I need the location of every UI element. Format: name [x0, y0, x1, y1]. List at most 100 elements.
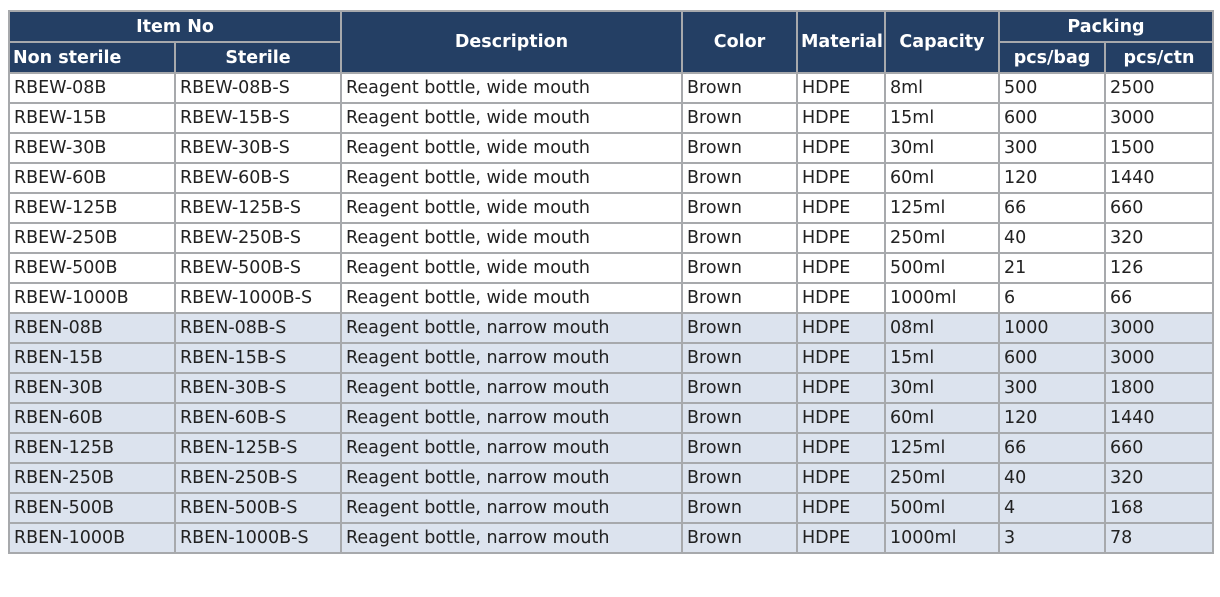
item-sterile-cell: RBEW-15B-S [174, 102, 342, 134]
item-non-sterile-cell: RBEW-250B [8, 222, 176, 254]
color-cell: Brown [681, 402, 798, 434]
material-cell: HDPE [796, 192, 886, 224]
material-cell: HDPE [796, 282, 886, 314]
pcs-ctn-cell: 168 [1103, 492, 1215, 524]
item-non-sterile-cell: RBEW-125B [8, 192, 176, 224]
table-row: RBEW-60B RBEW-60B-S Reagent bottle, wide m… [8, 162, 1215, 194]
capacity-cell: 30ml [884, 372, 1000, 404]
capacity-cell: 250ml [884, 222, 1000, 254]
pcs-ctn-cell: 660 [1103, 192, 1215, 224]
capacity-cell: 8ml [884, 72, 1000, 104]
item-sterile-cell: RBEN-250B-S [174, 462, 342, 494]
pcs-bag-cell: 1000 [998, 312, 1106, 344]
color-cell: Brown [681, 432, 798, 464]
description-cell: Reagent bottle, wide mouth [340, 252, 683, 284]
table-row: RBEN-1000B RBEN-1000B-S Reagent bottle, na… [8, 522, 1215, 554]
material-cell: HDPE [796, 492, 886, 524]
pcs-bag-cell: 6 [998, 282, 1106, 314]
header-material: Material [796, 10, 886, 74]
description-cell: Reagent bottle, narrow mouth [340, 372, 683, 404]
pcs-ctn-cell: 320 [1103, 222, 1215, 254]
description-cell: Reagent bottle, wide mouth [340, 162, 683, 194]
pcs-ctn-cell: 126 [1103, 252, 1215, 284]
description-cell: Reagent bottle, narrow mouth [340, 492, 683, 524]
item-sterile-cell: RBEW-30B-S [174, 132, 342, 164]
capacity-cell: 30ml [884, 132, 1000, 164]
color-cell: Brown [681, 342, 798, 374]
table-row: RBEN-250B RBEN-250B-S Reagent bottle, narr… [8, 462, 1215, 494]
description-cell: Reagent bottle, narrow mouth [340, 462, 683, 494]
color-cell: Brown [681, 492, 798, 524]
item-non-sterile-cell: RBEN-60B [8, 402, 176, 434]
item-non-sterile-cell: RBEN-125B [8, 432, 176, 464]
header-sterile: Sterile [174, 41, 342, 74]
table-row: RBEW-500B RBEW-500B-S Reagent bottle, wide… [8, 252, 1215, 284]
table-row: RBEW-1000B RBEW-1000B-S Reagent bottle, wi… [8, 282, 1215, 314]
capacity-cell: 1000ml [884, 522, 1000, 554]
description-cell: Reagent bottle, wide mouth [340, 192, 683, 224]
item-sterile-cell: RBEN-08B-S [174, 312, 342, 344]
pcs-ctn-cell: 66 [1103, 282, 1215, 314]
pcs-ctn-cell: 3000 [1103, 102, 1215, 134]
pcs-ctn-cell: 1440 [1103, 402, 1215, 434]
capacity-cell: 60ml [884, 402, 1000, 434]
header-packing: Packing [997, 10, 1215, 43]
description-cell: Reagent bottle, narrow mouth [340, 342, 683, 374]
material-cell: HDPE [796, 342, 886, 374]
table-row: RBEW-30B RBEW-30B-S Reagent bottle, wide m… [8, 132, 1215, 164]
material-cell: HDPE [796, 312, 886, 344]
color-cell: Brown [681, 222, 798, 254]
item-sterile-cell: RBEN-1000B-S [174, 522, 342, 554]
item-sterile-cell: RBEW-500B-S [174, 252, 342, 284]
table-row: RBEN-60B RBEN-60B-S Reagent bottle, narrow… [8, 402, 1215, 434]
table-row: RBEW-08B RBEW-08B-S Reagent bottle, wide m… [8, 72, 1215, 104]
pcs-ctn-cell: 1500 [1103, 132, 1215, 164]
item-non-sterile-cell: RBEW-1000B [8, 282, 176, 314]
color-cell: Brown [681, 462, 798, 494]
item-non-sterile-cell: RBEN-08B [8, 312, 176, 344]
pcs-bag-cell: 21 [998, 252, 1106, 284]
pcs-ctn-cell: 3000 [1103, 342, 1215, 374]
pcs-bag-cell: 40 [998, 222, 1106, 254]
pcs-ctn-cell: 3000 [1103, 312, 1215, 344]
item-sterile-cell: RBEW-125B-S [174, 192, 342, 224]
material-cell: HDPE [796, 222, 886, 254]
color-cell: Brown [681, 192, 798, 224]
color-cell: Brown [681, 282, 798, 314]
header-pcs-bag: pcs/bag [998, 41, 1106, 74]
pcs-bag-cell: 120 [998, 402, 1106, 434]
pcs-bag-cell: 300 [998, 372, 1106, 404]
table-row: RBEW-15B RBEW-15B-S Reagent bottle, wide m… [8, 102, 1215, 134]
color-cell: Brown [681, 312, 798, 344]
color-cell: Brown [681, 162, 798, 194]
header-row-bottom: Non sterile Sterile pcs/bag pcs/ctn [8, 41, 1215, 74]
description-cell: Reagent bottle, narrow mouth [340, 312, 683, 344]
description-cell: Reagent bottle, wide mouth [340, 72, 683, 104]
item-non-sterile-cell: RBEW-30B [8, 132, 176, 164]
capacity-cell: 500ml [884, 492, 1000, 524]
item-sterile-cell: RBEN-15B-S [174, 342, 342, 374]
material-cell: HDPE [796, 402, 886, 434]
table-row: RBEN-125B RBEN-125B-S Reagent bottle, narr… [8, 432, 1215, 464]
pcs-bag-cell: 500 [998, 72, 1106, 104]
capacity-cell: 125ml [884, 432, 1000, 464]
pcs-bag-cell: 600 [998, 102, 1106, 134]
capacity-cell: 15ml [884, 102, 1000, 134]
item-non-sterile-cell: RBEW-60B [8, 162, 176, 194]
table-row: RBEN-30B RBEN-30B-S Reagent bottle, narrow… [8, 372, 1215, 404]
capacity-cell: 125ml [884, 192, 1000, 224]
pcs-ctn-cell: 2500 [1103, 72, 1215, 104]
table-row: RBEW-125B RBEW-125B-S Reagent bottle, wide… [8, 192, 1215, 224]
pcs-bag-cell: 300 [998, 132, 1106, 164]
table-header: Item No Description Color Material Capac… [8, 10, 1215, 74]
pcs-bag-cell: 120 [998, 162, 1106, 194]
table-row: RBEN-500B RBEN-500B-S Reagent bottle, narr… [8, 492, 1215, 524]
item-sterile-cell: RBEW-1000B-S [174, 282, 342, 314]
material-cell: HDPE [796, 252, 886, 284]
item-sterile-cell: RBEN-125B-S [174, 432, 342, 464]
capacity-cell: 15ml [884, 342, 1000, 374]
color-cell: Brown [681, 522, 798, 554]
color-cell: Brown [681, 372, 798, 404]
capacity-cell: 1000ml [884, 282, 1000, 314]
item-non-sterile-cell: RBEN-30B [8, 372, 176, 404]
